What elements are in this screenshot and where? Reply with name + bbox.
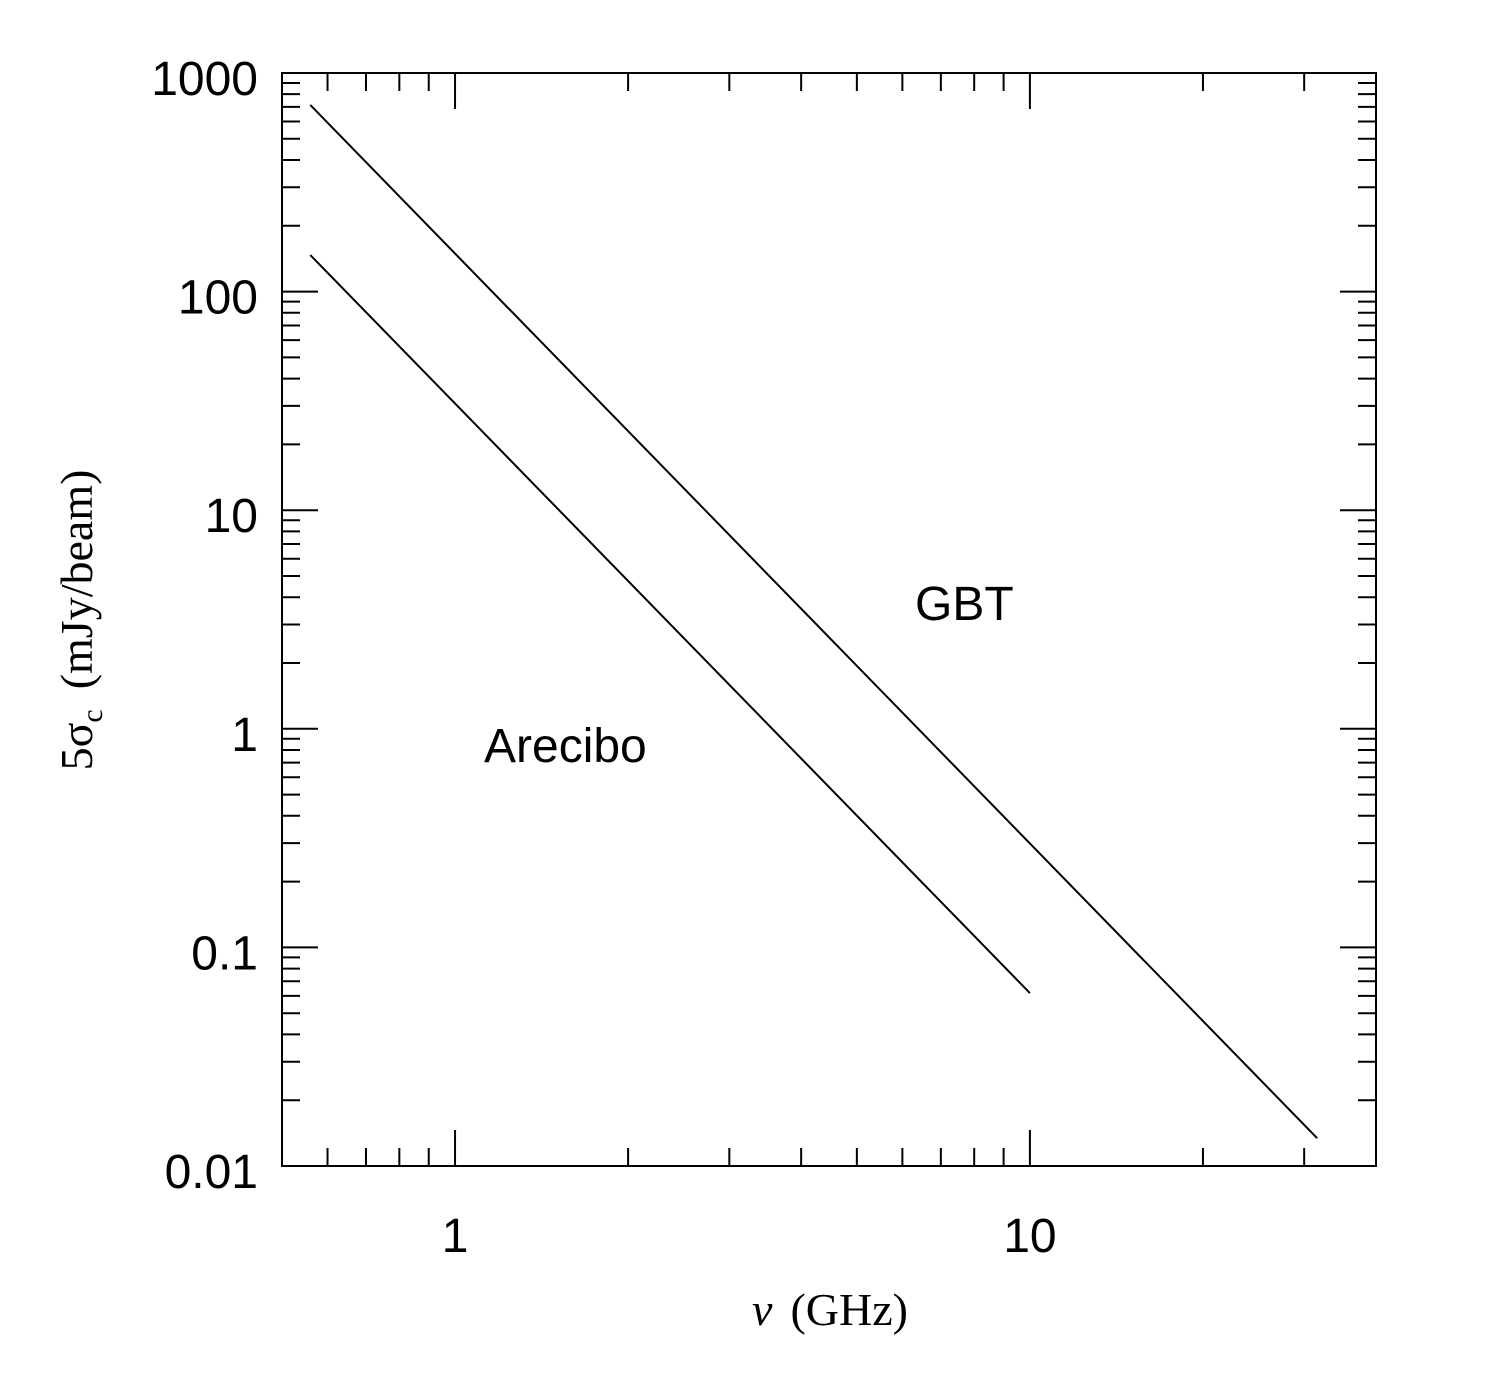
series-line bbox=[309, 104, 1318, 1139]
y-label-symbol: 5σ bbox=[51, 722, 102, 770]
x-label-symbol: ν bbox=[752, 1284, 773, 1335]
y-tick-label: 1 bbox=[231, 709, 258, 762]
y-tick-label: 0.1 bbox=[191, 927, 258, 980]
x-label-unit: (GHz) bbox=[790, 1284, 908, 1335]
x-tick-label: 1 bbox=[442, 1210, 469, 1263]
y-tick-label: 10 bbox=[205, 490, 258, 543]
x-axis-label: ν (GHz) bbox=[752, 1284, 908, 1335]
y-tick-label: 0.01 bbox=[165, 1146, 258, 1199]
y-label-unit: (mJy/beam) bbox=[51, 470, 102, 690]
x-tick-label: 10 bbox=[1003, 1210, 1056, 1263]
y-axis-label: 5σc (mJy/beam) bbox=[51, 470, 109, 771]
series-line bbox=[309, 254, 1031, 994]
series-label: GBT bbox=[915, 578, 1014, 631]
series-label: Arecibo bbox=[484, 720, 647, 773]
plot-frame bbox=[281, 72, 1377, 1167]
y-tick-label: 100 bbox=[178, 272, 258, 325]
y-label-subscript: c bbox=[76, 709, 109, 722]
y-tick-label: 1000 bbox=[151, 53, 258, 106]
